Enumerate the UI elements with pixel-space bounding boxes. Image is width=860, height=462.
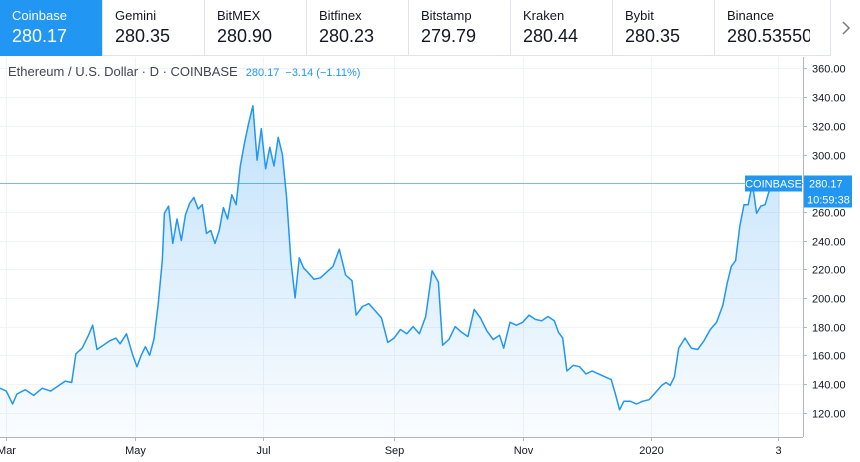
y-tick-label: 180.00 xyxy=(812,323,846,335)
y-tick-label: 140.00 xyxy=(812,380,846,392)
price-axis[interactable]: 120.00 140.00 160.00 180.00 200.00 220.00 240.… xyxy=(803,64,846,421)
exchange-price: 280.23 xyxy=(319,26,375,46)
exchange-tab-kraken[interactable]: Kraken 280.44 xyxy=(511,0,613,56)
exchange-tab-bitmex[interactable]: BitMEX 280.90 xyxy=(205,0,307,56)
x-tick-label: 3 xyxy=(775,445,781,457)
chevron-right-icon xyxy=(841,21,850,35)
y-tick-label: 160.00 xyxy=(812,351,846,363)
last-price-tag xyxy=(804,175,852,192)
y-tick-label: 220.00 xyxy=(812,265,846,277)
exchange-label-tag xyxy=(745,175,802,192)
exchange-name: Bybit xyxy=(625,8,654,23)
legend-last-price: 280.17 xyxy=(245,67,280,79)
exchange-name: BitMEX xyxy=(217,8,261,23)
x-tick-label: Mar xyxy=(0,445,16,457)
exchange-name: Bitstamp xyxy=(421,8,472,23)
exchange-price: 279.79 xyxy=(421,26,477,46)
y-tick-label: 340.00 xyxy=(812,93,846,105)
countdown-value: 10:59:38 xyxy=(807,195,850,207)
y-tick-label: 200.00 xyxy=(812,294,846,306)
exchange-name: Binance xyxy=(727,8,774,23)
x-tick-label: Nov xyxy=(514,445,534,457)
symbol-title: Ethereum / U.S. Dollar · D · COINBASE xyxy=(8,64,238,79)
price-line xyxy=(0,105,781,411)
exchange-price: 280.90 xyxy=(217,26,273,46)
exchange-tab-coinbase[interactable]: Coinbase 280.17 xyxy=(0,0,103,56)
exchange-price: 280.535504 xyxy=(727,26,810,46)
legend-change: −3.14 (−1.11%) xyxy=(285,67,361,79)
chart-legend: Ethereum / U.S. Dollar · D · COINBASE 28… xyxy=(8,64,360,80)
exchange-tabs: Coinbase 280.17 Gemini 280.35 BitMEX 280… xyxy=(0,0,860,56)
exchange-tab-binance[interactable]: Binance 280.535504 xyxy=(715,0,810,56)
y-tick-label: 240.00 xyxy=(812,237,846,249)
last-price-value: 280.17 xyxy=(809,179,843,191)
exchange-tab-bitstamp[interactable]: Bitstamp 279.79 xyxy=(409,0,511,56)
exchange-tab-bybit[interactable]: Bybit 280.35 xyxy=(613,0,715,56)
exchange-name: Bitfinex xyxy=(319,8,362,23)
y-tick-label: 300.00 xyxy=(812,151,846,163)
exchange-price: 280.44 xyxy=(523,26,579,46)
y-tick-label: 260.00 xyxy=(812,208,846,220)
price-chart[interactable]: 120.00 140.00 160.00 180.00 200.00 220.00 240.… xyxy=(0,57,860,462)
x-tick-label: Sep xyxy=(385,445,405,457)
y-tick-label: 120.00 xyxy=(812,409,846,421)
countdown-tag xyxy=(804,191,852,208)
x-tick-label: May xyxy=(125,445,146,457)
y-tick-label: 320.00 xyxy=(812,122,846,134)
exchange-tab-gemini[interactable]: Gemini 280.35 xyxy=(103,0,205,56)
exchange-name: Kraken xyxy=(523,8,565,23)
x-tick-label: Jul xyxy=(256,445,270,457)
exchange-name: Gemini xyxy=(115,8,157,23)
price-area xyxy=(0,105,780,438)
y-tick-label: 360.00 xyxy=(812,64,846,76)
time-axis[interactable]: Mar May Jul Sep Nov 2020 3 xyxy=(0,437,782,457)
grid-lines xyxy=(0,57,803,437)
scroll-right-button[interactable] xyxy=(830,0,860,56)
exchange-name: Coinbase xyxy=(12,8,67,23)
x-tick-label: 2020 xyxy=(639,445,663,457)
exchange-price: 280.17 xyxy=(12,26,68,46)
exchange-label-text: COINBASE xyxy=(745,179,802,191)
last-price-tags: COINBASE 280.17 10:59:38 xyxy=(745,175,852,208)
exchange-tab-bitfinex[interactable]: Bitfinex 280.23 xyxy=(307,0,409,56)
exchange-price: 280.35 xyxy=(115,26,171,46)
exchange-price: 280.35 xyxy=(625,26,681,46)
